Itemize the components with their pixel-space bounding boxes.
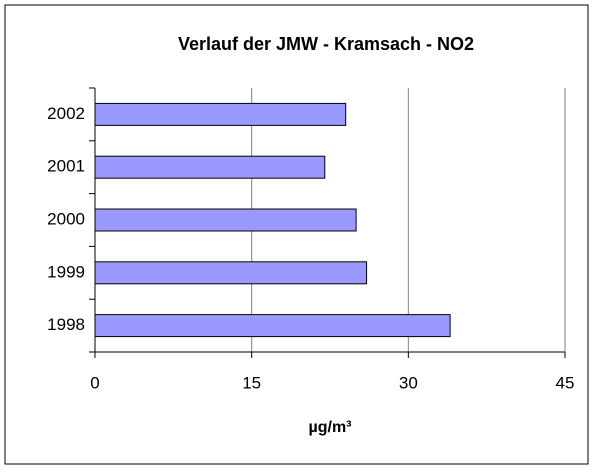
y-tick-label: 1998 [47, 315, 85, 334]
chart-title: Verlauf der JMW - Kramsach - NO2 [178, 34, 474, 54]
bar [94, 208, 357, 232]
bar [94, 261, 368, 285]
bar [94, 314, 451, 338]
bar [94, 155, 326, 179]
bar [94, 102, 347, 126]
x-tick-label: 45 [556, 373, 575, 392]
x-tick-label: 15 [242, 373, 261, 392]
y-tick-label: 2001 [47, 157, 85, 176]
x-axis-label: µg/m³ [309, 419, 352, 436]
y-tick-label: 1999 [47, 262, 85, 281]
chart-border [4, 4, 589, 465]
y-tick-label: 2000 [47, 209, 85, 228]
x-tick-label: 30 [399, 373, 418, 392]
x-tick-label: 0 [90, 373, 99, 392]
y-tick-label: 2002 [47, 104, 85, 123]
